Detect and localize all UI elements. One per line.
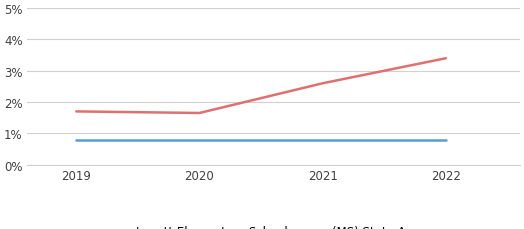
Lovett Elementary School <box>196 139 203 141</box>
(MS) State Average <box>73 111 80 113</box>
Lovett Elementary School <box>320 139 326 141</box>
Legend: Lovett Elementary School, (MS) State Average: Lovett Elementary School, (MS) State Ave… <box>95 221 451 229</box>
(MS) State Average <box>320 82 326 85</box>
Line: (MS) State Average: (MS) State Average <box>77 59 446 114</box>
(MS) State Average <box>196 112 203 115</box>
Lovett Elementary School <box>73 139 80 141</box>
(MS) State Average <box>443 58 449 60</box>
Lovett Elementary School <box>443 139 449 141</box>
